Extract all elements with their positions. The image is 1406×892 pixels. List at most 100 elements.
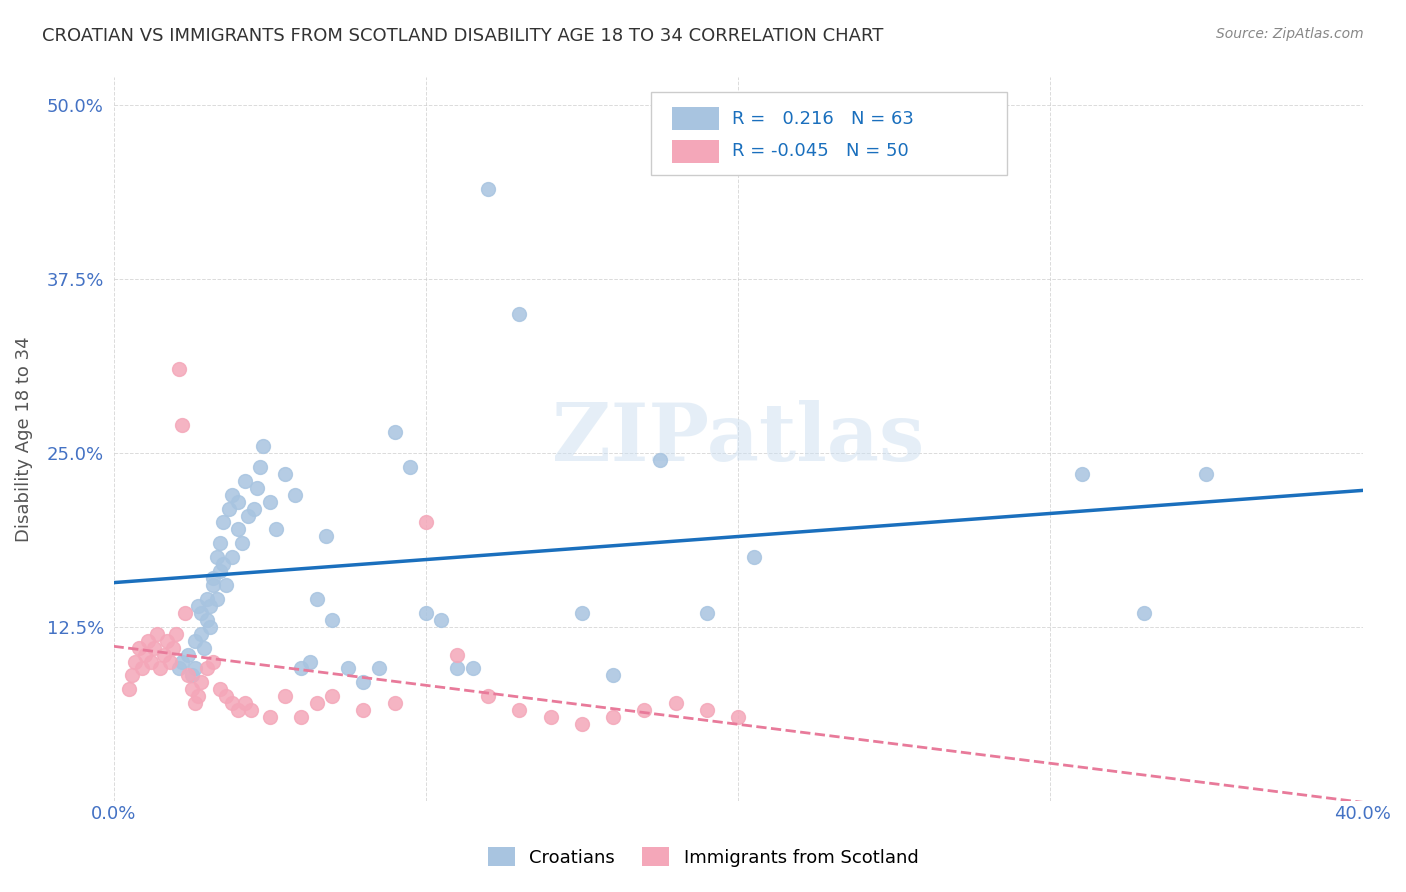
Point — [118, 682, 141, 697]
Text: R = -0.045   N = 50: R = -0.045 N = 50 — [731, 142, 908, 161]
Point — [195, 661, 218, 675]
Point — [648, 453, 671, 467]
Point — [233, 696, 256, 710]
Point — [190, 606, 212, 620]
Point — [218, 501, 240, 516]
Point — [321, 613, 343, 627]
Point — [215, 690, 238, 704]
Point — [696, 606, 718, 620]
Point — [352, 675, 374, 690]
Point — [571, 606, 593, 620]
Point — [177, 668, 200, 682]
Point — [228, 494, 250, 508]
Point — [264, 523, 287, 537]
Point — [446, 648, 468, 662]
Point — [571, 717, 593, 731]
Point — [159, 655, 181, 669]
Point — [128, 640, 150, 655]
Point — [152, 648, 174, 662]
Point — [384, 696, 406, 710]
Point — [274, 467, 297, 481]
Point — [208, 564, 231, 578]
Text: Source: ZipAtlas.com: Source: ZipAtlas.com — [1216, 27, 1364, 41]
Point — [200, 620, 222, 634]
Point — [228, 523, 250, 537]
Point — [249, 459, 271, 474]
Point — [259, 494, 281, 508]
Point — [665, 696, 688, 710]
Point — [633, 703, 655, 717]
Point — [211, 516, 233, 530]
Point — [742, 550, 765, 565]
Point — [202, 655, 225, 669]
Point — [174, 606, 197, 620]
Y-axis label: Disability Age 18 to 34: Disability Age 18 to 34 — [15, 336, 32, 541]
Point — [243, 501, 266, 516]
Point — [131, 661, 153, 675]
FancyBboxPatch shape — [651, 92, 1007, 175]
Point — [384, 425, 406, 439]
Point — [215, 578, 238, 592]
Point — [274, 690, 297, 704]
Point — [221, 488, 243, 502]
Point — [477, 690, 499, 704]
Point — [202, 578, 225, 592]
Point — [259, 710, 281, 724]
Point — [124, 655, 146, 669]
Point — [246, 481, 269, 495]
Point — [233, 474, 256, 488]
Point — [190, 626, 212, 640]
Point — [165, 626, 187, 640]
Point — [252, 439, 274, 453]
Point — [284, 488, 307, 502]
Point — [508, 307, 530, 321]
Point — [399, 459, 422, 474]
Text: R =   0.216   N = 63: R = 0.216 N = 63 — [731, 110, 914, 128]
Point — [290, 661, 312, 675]
Point — [305, 696, 328, 710]
Point — [211, 558, 233, 572]
Point — [221, 550, 243, 565]
Point — [236, 508, 259, 523]
Point — [121, 668, 143, 682]
Point — [602, 710, 624, 724]
Point — [205, 550, 228, 565]
Point — [446, 661, 468, 675]
Point — [193, 640, 215, 655]
Point — [156, 633, 179, 648]
Point — [195, 591, 218, 606]
Text: ZIPatlas: ZIPatlas — [553, 400, 924, 478]
Point — [167, 661, 190, 675]
Point — [180, 682, 202, 697]
Point — [200, 599, 222, 613]
Point — [208, 682, 231, 697]
Point — [139, 655, 162, 669]
Point — [461, 661, 484, 675]
Point — [239, 703, 262, 717]
Point — [430, 613, 453, 627]
Point — [134, 648, 156, 662]
FancyBboxPatch shape — [672, 140, 720, 162]
Point — [162, 640, 184, 655]
Point — [143, 640, 166, 655]
Point — [184, 696, 207, 710]
Point — [1070, 467, 1092, 481]
Point — [336, 661, 359, 675]
Point — [352, 703, 374, 717]
Point — [195, 613, 218, 627]
Point — [228, 703, 250, 717]
Point — [368, 661, 391, 675]
Point — [221, 696, 243, 710]
Point — [415, 606, 437, 620]
Point — [146, 626, 169, 640]
Point — [290, 710, 312, 724]
Point — [1195, 467, 1218, 481]
Point — [202, 571, 225, 585]
Point — [305, 591, 328, 606]
Point — [208, 536, 231, 550]
Point — [315, 529, 337, 543]
Point — [184, 633, 207, 648]
Point — [602, 668, 624, 682]
Text: CROATIAN VS IMMIGRANTS FROM SCOTLAND DISABILITY AGE 18 TO 34 CORRELATION CHART: CROATIAN VS IMMIGRANTS FROM SCOTLAND DIS… — [42, 27, 883, 45]
Point — [508, 703, 530, 717]
